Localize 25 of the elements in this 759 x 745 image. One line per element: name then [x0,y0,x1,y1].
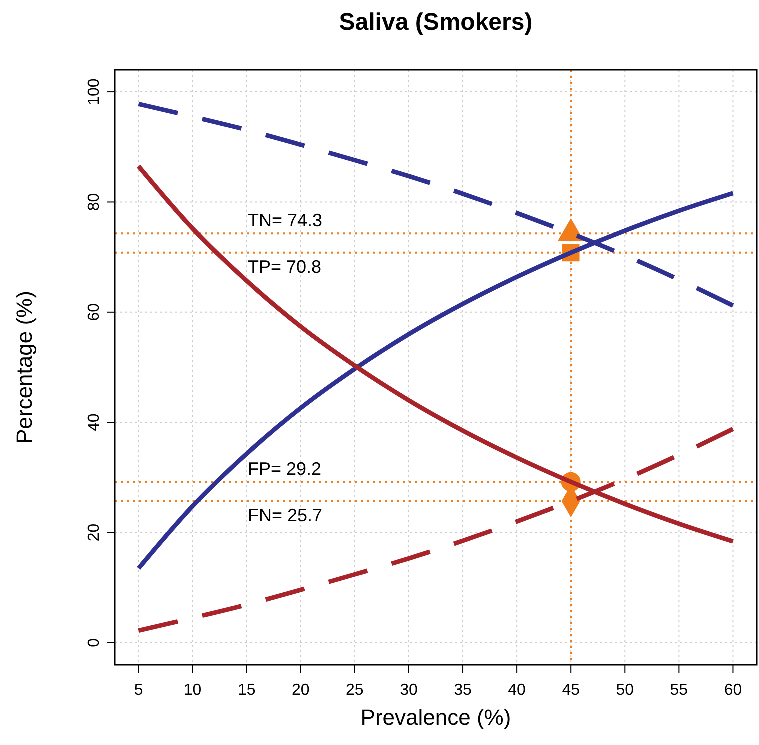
y-axis-title: Percentage (%) [12,291,37,444]
x-tick-label: 20 [292,682,310,699]
ref-line-label: FP= 29.2 [248,459,322,480]
x-tick-label: 60 [724,682,742,699]
x-tick-label: 5 [134,682,144,699]
y-tick-label: 100 [86,78,103,106]
x-axis-title: Prevalence (%) [360,705,512,730]
y-tick-label: 20 [86,524,103,542]
ref-line-label: TP= 70.8 [248,256,322,277]
x-tick-label: 40 [508,682,526,699]
ref-line-label: FN= 25.7 [248,505,323,526]
y-tick-label: 40 [86,414,103,432]
x-tick-label: 45 [562,682,580,699]
ref-line-label: TN= 74.3 [248,210,323,231]
y-tick-label: 0 [86,638,103,648]
x-tick-label: 25 [346,682,364,699]
x-tick-label: 30 [400,682,418,699]
x-tick-label: 15 [238,682,256,699]
y-tick-label: 80 [86,193,103,212]
chart-title: Saliva (Smokers) [339,9,533,36]
y-tick-label: 60 [86,303,103,322]
x-tick-label: 55 [670,682,688,699]
x-tick-label: 10 [184,682,202,699]
x-tick-label: 50 [616,682,634,699]
x-tick-label: 35 [454,682,472,699]
